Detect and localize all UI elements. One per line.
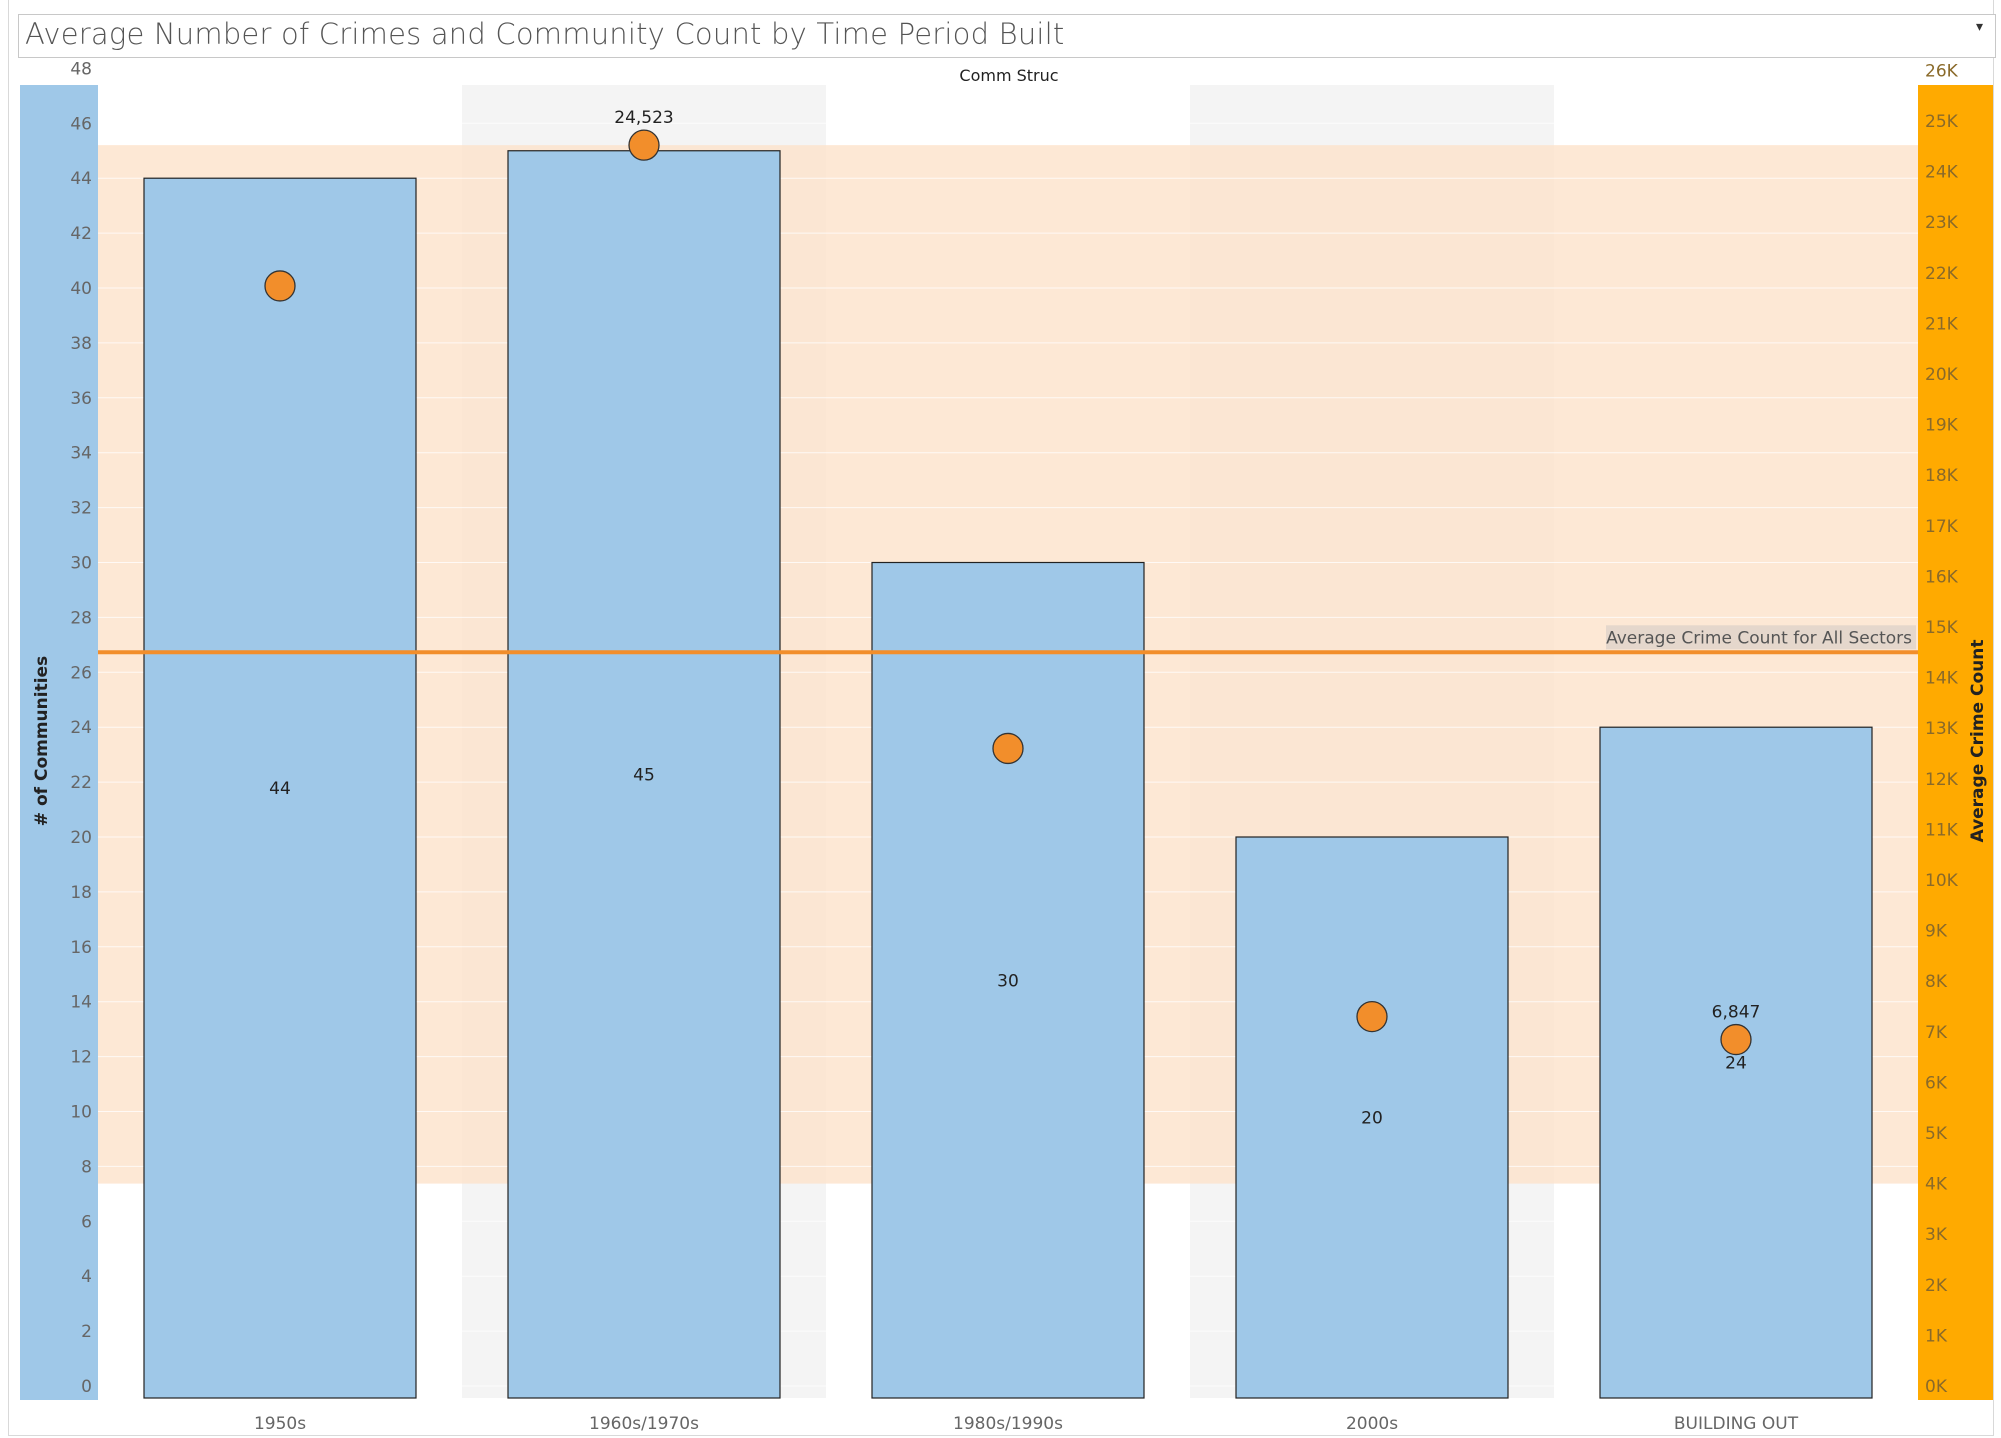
y-tick-label: 26 <box>70 663 92 683</box>
reference-line-label: Average Crime Count for All Sectors <box>1606 628 1912 648</box>
crime-dot-label: 24,523 <box>614 108 673 128</box>
y-tick-label: 48 <box>70 59 92 79</box>
y2-tick-label: 13K <box>1925 719 1959 739</box>
y-tick-label: 36 <box>70 389 92 409</box>
y-tick-label: 2 <box>81 1322 92 1342</box>
chart-title: Average Number of Crimes and Community C… <box>25 17 1065 51</box>
x-tick-label: BUILDING OUT <box>1674 1414 1799 1434</box>
y-tick-label: 16 <box>70 938 92 958</box>
y2-tick-label: 23K <box>1925 213 1959 233</box>
bar <box>143 177 417 1399</box>
y-tick-label: 44 <box>70 169 92 189</box>
left-axis-band <box>20 85 98 1400</box>
y2-tick-label: 2K <box>1925 1276 1948 1296</box>
bar-value-label: 44 <box>269 779 291 799</box>
y2-tick-label: 14K <box>1925 669 1959 689</box>
bar <box>1599 726 1873 1399</box>
column-header: Comm Struc <box>959 66 1058 85</box>
y2-tick-label: 5K <box>1925 1124 1948 1144</box>
y2-tick-label: 26K <box>1925 61 1959 81</box>
y-tick-label: 12 <box>70 1048 92 1068</box>
y-tick-label: 24 <box>70 718 92 738</box>
y2-axis-label: Average Crime Count <box>1968 640 1988 843</box>
crime-dot <box>1356 1000 1388 1033</box>
bar <box>1235 836 1509 1399</box>
right-axis-band <box>1918 85 1993 1400</box>
y-tick-label: 38 <box>70 334 92 354</box>
x-tick-label: 1950s <box>254 1414 306 1434</box>
y2-tick-label: 18K <box>1925 466 1959 486</box>
crime-dot <box>628 129 660 161</box>
title-bar[interactable]: Average Number of Crimes and Community C… <box>18 14 1996 58</box>
y-tick-label: 34 <box>70 444 92 464</box>
y2-tick-label: 10K <box>1925 871 1959 891</box>
y-tick-label: 14 <box>70 993 92 1013</box>
y-axis-label: # of Communities <box>32 656 52 826</box>
y-tick-label: 20 <box>70 828 92 848</box>
y2-tick-label: 15K <box>1925 618 1959 638</box>
y-tick-label: 4 <box>81 1267 92 1287</box>
y2-tick-label: 20K <box>1925 365 1959 385</box>
crime-dot-label: 6,847 <box>1712 1003 1761 1023</box>
dropdown-caret-icon[interactable]: ▾ <box>1975 19 1983 35</box>
y-tick-label: 30 <box>70 554 92 574</box>
bar-value-label: 30 <box>997 971 1019 991</box>
crime-dot <box>264 270 296 302</box>
y-tick-label: 22 <box>70 773 92 793</box>
x-tick-label: 1960s/1970s <box>589 1414 699 1434</box>
y2-tick-label: 24K <box>1925 163 1959 183</box>
y-tick-label: 10 <box>70 1103 92 1123</box>
y2-tick-label: 6K <box>1925 1073 1948 1093</box>
y2-tick-label: 16K <box>1925 567 1959 587</box>
y2-tick-label: 1K <box>1925 1326 1948 1346</box>
bar <box>871 561 1145 1399</box>
y-tick-label: 28 <box>70 608 92 628</box>
dashboard-frame <box>8 0 1994 1436</box>
y2-tick-label: 0K <box>1925 1377 1948 1397</box>
y-tick-label: 32 <box>70 499 92 519</box>
y-tick-label: 6 <box>81 1212 92 1232</box>
bar <box>507 150 781 1399</box>
reference-line-label-bg <box>1606 625 1916 650</box>
crime-dot <box>992 732 1024 765</box>
y-tick-label: 42 <box>70 224 92 244</box>
y2-tick-label: 7K <box>1925 1023 1948 1043</box>
y2-tick-label: 9K <box>1925 922 1948 942</box>
y-tick-label: 18 <box>70 883 92 903</box>
y2-tick-label: 3K <box>1925 1225 1948 1245</box>
y2-tick-label: 21K <box>1925 314 1959 334</box>
y-tick-label: 0 <box>81 1377 92 1397</box>
bar-value-label: 45 <box>633 765 655 785</box>
crime-dot <box>1720 1023 1752 1056</box>
y2-tick-label: 19K <box>1925 416 1959 436</box>
y-tick-label: 46 <box>70 114 92 134</box>
y-tick-label: 40 <box>70 279 92 299</box>
y2-tick-label: 12K <box>1925 770 1959 790</box>
y2-tick-label: 4K <box>1925 1175 1948 1195</box>
y2-tick-label: 25K <box>1925 112 1959 132</box>
y2-tick-label: 22K <box>1925 264 1959 284</box>
y2-tick-label: 11K <box>1925 820 1959 840</box>
y2-tick-label: 17K <box>1925 517 1959 537</box>
y-tick-label: 8 <box>81 1157 92 1177</box>
bar-value-label: 20 <box>1361 1109 1383 1129</box>
x-tick-label: 2000s <box>1346 1414 1398 1434</box>
x-tick-label: 1980s/1990s <box>953 1414 1063 1434</box>
y2-tick-label: 8K <box>1925 972 1948 992</box>
bar-value-label: 24 <box>1725 1054 1747 1074</box>
